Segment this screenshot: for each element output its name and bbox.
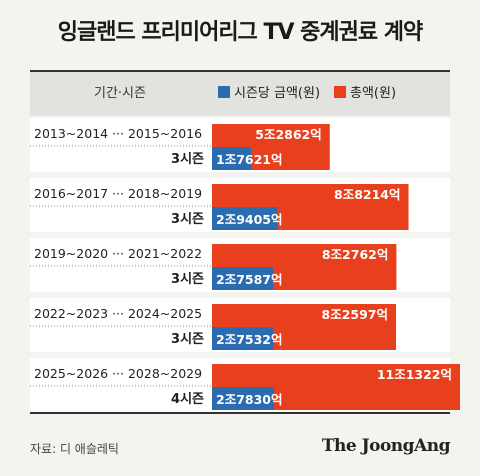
bar-per-season bbox=[212, 147, 252, 170]
bar-per-season bbox=[212, 327, 274, 350]
row-seasons-label: 3시즌 bbox=[171, 212, 204, 227]
row-period-label: 2019~2020 ··· 2021~2022 bbox=[34, 246, 202, 261]
legend-item-per-season: 시즌당 금액(원) bbox=[218, 86, 320, 102]
data-label-per-season: 2조7532억 bbox=[216, 332, 283, 347]
legend-swatch-per-season bbox=[218, 86, 230, 98]
row-seasons-label: 3시즌 bbox=[171, 332, 204, 347]
source-note: 자료: 디 애슬레틱 bbox=[30, 442, 119, 456]
header-row: 기간·시즌 시즌당 금액(원) 총액(원) bbox=[30, 72, 450, 116]
row-seasons-label: 3시즌 bbox=[171, 152, 204, 167]
bar-per-season bbox=[212, 267, 274, 290]
bar-per-season bbox=[212, 387, 274, 410]
row-seasons-label: 3시즌 bbox=[171, 272, 204, 287]
legend-label-per-season: 시즌당 금액(원) bbox=[234, 86, 321, 101]
chart-title: 잉글랜드 프리미어리그 TV 중계권료 계약 bbox=[57, 20, 424, 45]
data-label-per-season: 2조7587억 bbox=[216, 272, 283, 287]
bar-per-season bbox=[212, 207, 278, 230]
row-period-label: 2022~2023 ··· 2024~2025 bbox=[34, 306, 202, 321]
header-period-label: 기간·시즌 bbox=[94, 86, 146, 101]
data-label-total: 8조8214억 bbox=[334, 187, 401, 202]
data-label-total: 11조1322억 bbox=[377, 367, 452, 382]
data-label-per-season: 2조7830억 bbox=[216, 392, 283, 407]
brand-logo: The JoongAng bbox=[321, 436, 451, 456]
row-period-label: 2025~2026 ··· 2028~2029 bbox=[34, 366, 202, 381]
row-period-label: 2016~2017 ··· 2018~2019 bbox=[34, 186, 202, 201]
row-period-label: 2013~2014 ··· 2015~2016 bbox=[34, 126, 202, 141]
data-label-total: 5조2862억 bbox=[255, 127, 322, 142]
header-top-rule bbox=[30, 70, 450, 72]
data-label-per-season: 1조7621억 bbox=[216, 152, 283, 167]
row-seasons-label: 4시즌 bbox=[171, 392, 204, 407]
legend-label-total: 총액(원) bbox=[350, 86, 397, 101]
legend-item-total: 총액(원) bbox=[334, 86, 396, 102]
footer-rule bbox=[30, 412, 450, 414]
legend-swatch-total bbox=[334, 86, 346, 98]
data-label-per-season: 2조9405억 bbox=[216, 212, 283, 227]
data-label-total: 8조2597억 bbox=[322, 307, 389, 322]
data-label-total: 8조2762억 bbox=[322, 247, 389, 262]
